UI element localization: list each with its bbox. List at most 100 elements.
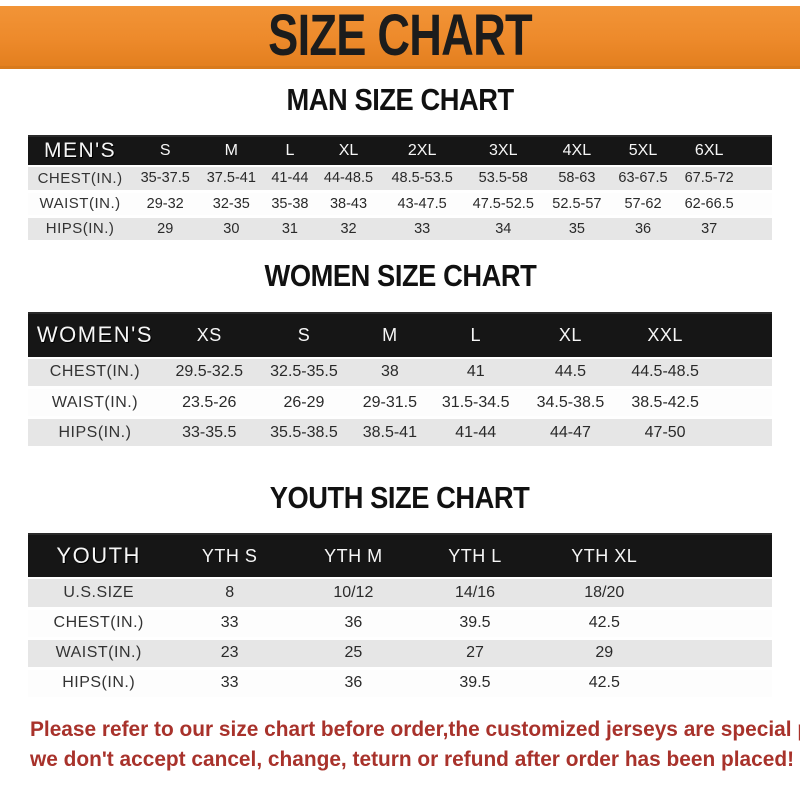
filler-cell <box>742 136 772 166</box>
size-value-cell: 10/12 <box>333 583 374 601</box>
size-value-cell: 35-38 <box>271 195 309 212</box>
size-value-cell: 33 <box>220 674 239 691</box>
size-column-header: XS <box>196 324 222 345</box>
table-corner-label: YOUTH <box>56 543 141 568</box>
measurement-row: CHEST(IN.) 33 36 39.5 42.5 <box>28 608 772 638</box>
size-value-cell: 53.5-58 <box>478 170 528 187</box>
size-value-cell: 26-29 <box>283 393 325 411</box>
size-column-header: L <box>470 324 481 345</box>
size-column-header: 6XL <box>694 142 724 159</box>
size-value-cell: 36 <box>344 614 363 631</box>
disclaimer-line-1: Please refer to our size chart before or… <box>30 716 800 741</box>
measurement-row-label: CHEST(IN.) <box>53 614 144 631</box>
size-table-header-row: MEN'S S M L XL 2XL 3XL 4XL 5XL 6XL <box>28 136 772 166</box>
size-value-cell: 44-48.5 <box>323 170 374 187</box>
size-value-cell: 29 <box>157 220 174 237</box>
size-value-cell: 37 <box>701 220 718 237</box>
size-value-cell: 47.5-52.5 <box>472 195 534 212</box>
size-table-header-row: YOUTH YTH S YTH M YTH L YTH XL <box>28 534 772 578</box>
size-value-cell: 36 <box>634 220 652 237</box>
size-value-cell: 48.5-53.5 <box>391 170 453 187</box>
size-value-cell: 43-47.5 <box>397 195 447 212</box>
measurement-row: WAIST(IN.) 23.5-26 26-29 29-31.5 31.5-34.5 34… <box>28 387 772 418</box>
size-column-header: XL <box>558 324 582 345</box>
size-column-header: 3XL <box>489 142 518 159</box>
filler-cell <box>742 191 772 216</box>
measurement-row-label: WAIST(IN.) <box>39 195 121 212</box>
size-value-cell: 30 <box>223 220 240 237</box>
size-value-cell: 31.5-34.5 <box>441 393 510 411</box>
size-value-cell: 33 <box>414 220 431 237</box>
size-value-cell: 34.5-38.5 <box>536 393 605 411</box>
size-value-cell: 57-62 <box>624 195 662 212</box>
size-value-cell: 35 <box>568 220 585 237</box>
size-value-cell: 44-47 <box>549 423 591 441</box>
size-value-cell: 38.5-42.5 <box>631 393 699 411</box>
size-value-cell: 47-50 <box>644 423 686 441</box>
size-value-cell: 52.5-57 <box>552 195 602 212</box>
size-value-cell: 14/16 <box>454 583 495 601</box>
measurement-row: CHEST(IN.) 35-37.5 37.5-41 41-44 44-48.5 48.5… <box>28 166 772 191</box>
size-value-cell: 41-44 <box>455 423 497 441</box>
measurement-row-label: HIPS(IN.) <box>62 674 136 691</box>
size-column-header: YTH XL <box>571 545 638 566</box>
women-section-heading-row: WOMEN SIZE CHART <box>0 258 800 293</box>
size-value-cell: 32 <box>340 220 357 237</box>
size-column-header: YTH L <box>448 545 502 566</box>
size-value-cell: 38.5-41 <box>362 423 417 441</box>
size-value-cell: 29 <box>595 644 614 661</box>
measurement-row: WAIST(IN.) 23 25 27 29 <box>28 638 772 668</box>
size-value-cell: 39.5 <box>459 614 491 631</box>
size-value-cell: 39.5 <box>459 674 491 691</box>
filler-cell <box>675 668 772 698</box>
disclaimer-line-2: we don't accept cancel, change, teturn o… <box>30 746 795 771</box>
man-section-heading-row: MAN SIZE CHART <box>0 83 800 117</box>
filler-cell <box>712 358 772 388</box>
filler-cell <box>712 418 772 448</box>
size-value-cell: 38-43 <box>329 195 368 212</box>
size-value-cell: 34 <box>495 220 512 237</box>
measurement-row-label: U.S.SIZE <box>63 583 135 601</box>
size-column-header: S <box>297 324 311 345</box>
size-column-header: XXL <box>647 324 683 345</box>
size-value-cell: 35.5-38.5 <box>270 423 338 441</box>
size-chart-banner: SIZE CHART <box>0 6 800 69</box>
size-value-cell: 32-35 <box>212 195 250 212</box>
size-value-cell: 23.5-26 <box>182 393 237 411</box>
measurement-row-label: CHEST(IN.) <box>49 363 141 381</box>
size-column-header: L <box>285 142 295 159</box>
size-table-header-row: WOMEN'S XS S M L XL XXL <box>28 312 772 358</box>
table-corner-label: WOMEN'S <box>36 322 154 347</box>
size-value-cell: 35-37.5 <box>140 170 190 187</box>
filler-cell <box>675 534 772 578</box>
measurement-row-label: WAIST(IN.) <box>55 644 142 661</box>
measurement-row: WAIST(IN.) 29-32 32-35 35-38 38-43 43-47.5 47.… <box>28 191 772 216</box>
size-value-cell: 42.5 <box>588 674 620 691</box>
size-value-cell: 37.5-41 <box>206 170 256 187</box>
size-column-header: YTH S <box>201 545 258 566</box>
size-value-cell: 29-32 <box>146 195 184 212</box>
measurement-row-label: CHEST(IN.) <box>37 169 123 187</box>
size-value-cell: 62-66.5 <box>684 195 734 212</box>
size-column-header: XL <box>338 142 359 159</box>
size-column-header: 2XL <box>407 142 437 159</box>
filler-cell <box>712 388 772 418</box>
disclaimer-text: Please refer to our size chart before or… <box>30 714 800 774</box>
size-value-cell: 67.5-72 <box>684 170 734 187</box>
filler-cell <box>675 578 772 608</box>
size-value-cell: 33 <box>220 614 239 631</box>
filler-cell <box>675 638 772 668</box>
measurement-row: CHEST(IN.) 29.5-32.5 32.5-35.5 38 41 44.5 44.5… <box>28 357 772 388</box>
size-value-cell: 31 <box>281 220 298 237</box>
youth-size-chart-heading: YOUTH SIZE CHART <box>270 480 530 515</box>
measurement-row: U.S.SIZE 8 10/12 14/16 18/20 <box>28 578 772 608</box>
size-column-header: M <box>382 324 398 345</box>
size-value-cell: 29-31.5 <box>362 393 417 411</box>
youth-size-table: YOUTH YTH S YTH M YTH L YTH XL U.S.SIZE 8 10/12… <box>28 533 772 700</box>
size-column-header: 5XL <box>628 142 658 159</box>
size-value-cell: 41-44 <box>271 170 309 187</box>
measurement-row-label: HIPS(IN.) <box>58 423 132 441</box>
measurement-row: HIPS(IN.) 33-35.5 35.5-38.5 38.5-41 41-44 44-… <box>28 417 772 448</box>
measurement-row: HIPS(IN.) 33 36 39.5 42.5 <box>28 668 772 698</box>
filler-cell <box>675 608 772 638</box>
